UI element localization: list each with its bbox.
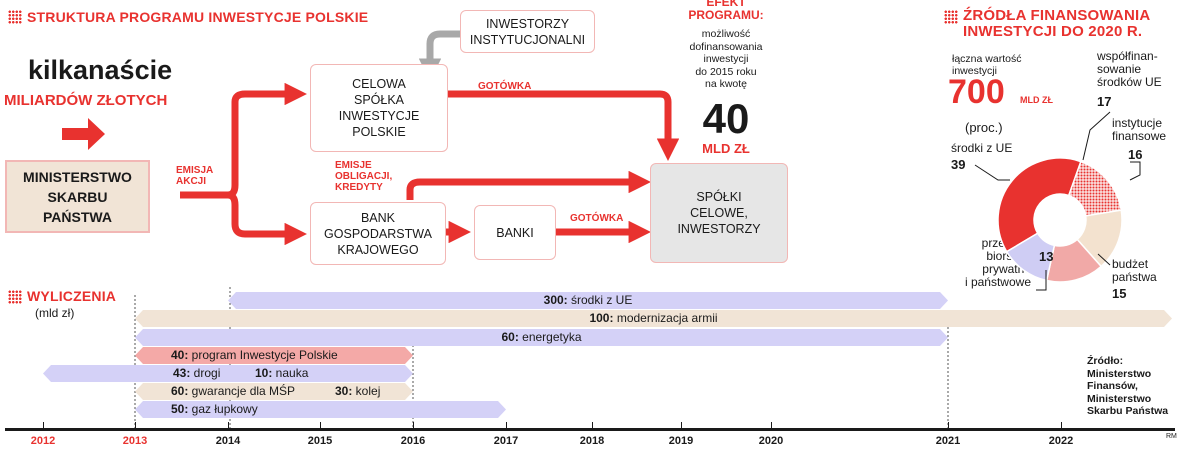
year-label: 2012 xyxy=(30,435,56,447)
effect-unit: MLD ZŁ xyxy=(702,141,750,156)
inst-value: 16 xyxy=(1128,147,1143,162)
section-grid-icon xyxy=(8,10,22,24)
bgk-box: BANK GOSPODARSTWA KRAJOWEGO xyxy=(310,202,446,265)
banks-box: BANKI xyxy=(474,205,556,260)
pie-slice-1 xyxy=(997,157,1082,253)
rm-sign: RM xyxy=(1166,433,1177,440)
cofin-label: współfinan- sowanie środków UE xyxy=(1097,49,1162,89)
investors-box: INWESTORZY INSTYTUCJONALNI xyxy=(460,10,595,53)
inst-label: instytucje finansowe xyxy=(1112,116,1167,143)
bar-value: 60: xyxy=(501,330,519,344)
timeline-bar: 50: gaz łupkowy xyxy=(135,401,506,418)
timeline-bar: 60: gwarancje dla MŚP 30: kolej xyxy=(135,383,413,400)
year-label: 2015 xyxy=(307,435,333,447)
timeline-bar: 40: program Inwestycje Polskie xyxy=(135,347,413,364)
calc-title: WYLICZENIA xyxy=(27,288,117,304)
pie-leader-lines xyxy=(974,111,1141,291)
calc-grid-icon xyxy=(8,290,22,304)
year-label: 2014 xyxy=(215,435,241,447)
timeline-bar: 100: modernizacja armii xyxy=(135,310,1172,327)
bar-label: gwarancje dla MŚP xyxy=(188,384,296,398)
bar-label: kolej xyxy=(352,384,381,398)
source-note: Źródło: Ministerstwo Finansów, Ministers… xyxy=(1087,355,1169,417)
timeline-bar: 300: środki z UE xyxy=(228,292,948,309)
year-tick xyxy=(320,422,321,428)
bar-label: nauka xyxy=(272,366,309,380)
year-tick xyxy=(948,422,949,428)
budget-label: budżet państwa xyxy=(1112,257,1157,284)
effect-desc: możliwość dofinansowania inwestycji do 2… xyxy=(689,28,763,90)
year-label: 2022 xyxy=(1048,435,1074,447)
timeline-bar: 60: energetyka xyxy=(135,329,948,346)
flow-arrows xyxy=(62,30,680,246)
year-label: 2020 xyxy=(758,435,784,447)
target-box: SPÓŁKI CELOWE, INWESTORZY xyxy=(650,163,788,263)
cash-bottom-label: GOTÓWKA xyxy=(570,213,624,224)
bar-value: 30: xyxy=(335,384,353,398)
year-tick xyxy=(135,422,136,428)
pie-slice-5 xyxy=(1005,232,1056,282)
budget-value: 15 xyxy=(1112,286,1127,301)
year-tick xyxy=(681,422,682,428)
year-label: 2017 xyxy=(493,435,519,447)
year-tick xyxy=(413,422,414,428)
year-tick xyxy=(1061,422,1062,428)
calc-unit: (mld zł) xyxy=(35,306,75,320)
bar-value: 60: xyxy=(171,384,189,398)
total-label: łączna wartość inwestycji xyxy=(952,53,1022,77)
enterprises-value: 13 xyxy=(1039,249,1054,264)
bar-label: drogi xyxy=(190,366,221,380)
year-tick xyxy=(592,422,593,428)
year-label: 2013 xyxy=(122,435,148,447)
year-tick xyxy=(228,422,229,428)
effect-title: EFEKT PROGRAMU: xyxy=(688,0,764,22)
bar-value: 43: xyxy=(173,366,191,380)
emisja-akcji-label: EMISJA AKCJI xyxy=(176,165,214,187)
bar-label: środki z UE xyxy=(567,293,633,307)
axis-line xyxy=(5,428,1175,431)
eu-value: 39 xyxy=(951,157,966,172)
bar-value: 10: xyxy=(255,366,273,380)
bar-value: 100: xyxy=(589,311,614,325)
year-tick xyxy=(771,422,772,428)
bar-label: program Inwestycje Polskie xyxy=(188,348,338,362)
pie-chart xyxy=(997,157,1123,283)
timeline-bar: 43: drogi 10: nauka xyxy=(43,365,413,382)
total-value: 700 xyxy=(948,73,1005,111)
cash-top-label: GOTÓWKA xyxy=(478,81,532,92)
year-tick xyxy=(506,422,507,428)
year-label: 2016 xyxy=(400,435,426,447)
year-label: 2021 xyxy=(935,435,961,447)
sources-grid-icon xyxy=(944,10,958,24)
emisje-label: EMISJE OBLIGACJI, KREDYTY xyxy=(335,160,393,193)
sources-title: ŹRÓDŁA FINANSOWANIA INWESTYCJI DO 2020 R… xyxy=(963,7,1151,40)
spv-box: CELOWA SPÓŁKA INWESTYCJE POLSKIE xyxy=(310,64,448,152)
big-red-arrow xyxy=(62,118,105,150)
bar-label: modernizacja armii xyxy=(613,311,718,325)
bar-value: 50: xyxy=(171,402,189,416)
effect-value: 40 xyxy=(702,95,750,142)
year-label: 2019 xyxy=(668,435,694,447)
headline-big: kilkanaście xyxy=(28,55,173,85)
bar-value: 40: xyxy=(171,348,189,362)
year-label: 2018 xyxy=(579,435,605,447)
bar-value: 300: xyxy=(543,293,568,307)
proc-label: (proc.) xyxy=(965,120,1003,135)
bar-label: energetyka xyxy=(518,330,582,344)
total-unit: MLD ZŁ xyxy=(1020,95,1053,105)
bar-label: gaz łupkowy xyxy=(188,402,258,416)
cofin-value: 17 xyxy=(1097,94,1112,109)
year-tick xyxy=(43,422,44,428)
ministry-box: MINISTERSTWO SKARBU PAŃSTWA xyxy=(5,160,150,233)
structure-title: STRUKTURA PROGRAMU INWESTYCJE POLSKIE xyxy=(27,9,369,25)
headline-red: MILIARDÓW ZŁOTYCH xyxy=(4,92,168,109)
eu-label: środki z UE xyxy=(951,141,1013,155)
